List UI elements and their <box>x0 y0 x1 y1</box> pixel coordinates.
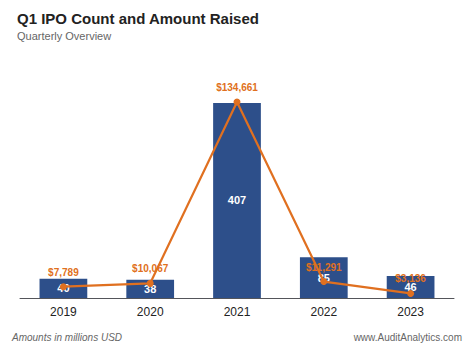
svg-text:Q1 IPO Count and Amount Raised: Q1 IPO Count and Amount Raised <box>17 10 259 27</box>
svg-text:2021: 2021 <box>224 305 251 319</box>
svg-text:$3,136: $3,136 <box>395 273 426 284</box>
svg-text:$11,291: $11,291 <box>306 262 342 273</box>
svg-text:2022: 2022 <box>310 305 337 319</box>
svg-text:40: 40 <box>57 282 69 294</box>
svg-text:407: 407 <box>228 194 246 206</box>
svg-text:www.AuditAnalytics.com: www.AuditAnalytics.com <box>353 332 462 343</box>
svg-text:$7,789: $7,789 <box>48 267 79 278</box>
svg-text:Quarterly Overview: Quarterly Overview <box>17 30 111 42</box>
svg-text:85: 85 <box>317 271 330 284</box>
svg-text:2023: 2023 <box>397 305 424 319</box>
svg-text:$134,661: $134,661 <box>216 82 258 93</box>
svg-text:$10,067: $10,067 <box>132 263 169 274</box>
svg-text:2019: 2019 <box>50 305 77 319</box>
svg-text:Amounts in millions USD: Amounts in millions USD <box>11 332 122 343</box>
svg-text:38: 38 <box>144 282 157 295</box>
svg-text:2020: 2020 <box>137 305 164 319</box>
